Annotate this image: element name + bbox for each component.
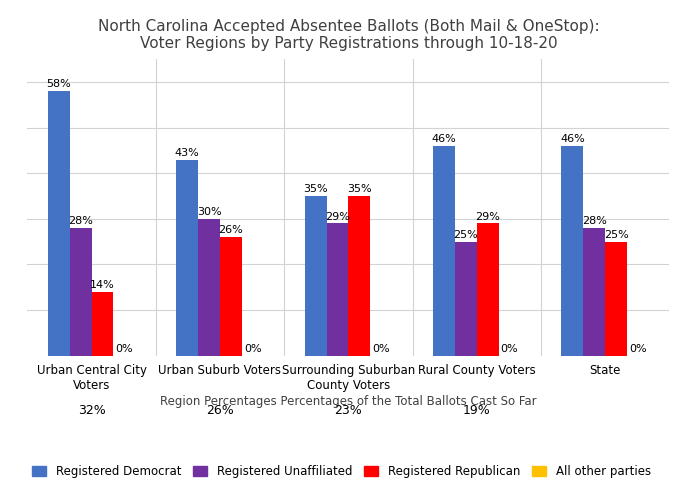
Bar	[605, 242, 627, 356]
Text: 25%: 25%	[604, 230, 628, 240]
Bar	[48, 91, 70, 356]
Bar	[477, 223, 499, 356]
Text: 0%: 0%	[501, 344, 518, 354]
Bar	[326, 223, 348, 356]
Bar	[198, 219, 220, 356]
Text: 26%: 26%	[219, 225, 243, 235]
Text: 46%: 46%	[560, 134, 585, 144]
Bar	[455, 242, 477, 356]
Bar	[70, 228, 92, 356]
Text: 28%: 28%	[582, 216, 607, 226]
Text: 19%: 19%	[463, 404, 490, 416]
Text: 35%: 35%	[347, 184, 372, 194]
Bar	[348, 196, 370, 356]
Text: 25%: 25%	[454, 230, 478, 240]
Text: 29%: 29%	[325, 211, 350, 222]
Text: 26%: 26%	[206, 404, 234, 416]
Bar	[92, 292, 113, 356]
Bar	[433, 146, 455, 356]
Text: 0%: 0%	[115, 344, 133, 354]
Text: 23%: 23%	[335, 404, 362, 416]
Bar	[561, 146, 583, 356]
Bar	[176, 160, 198, 356]
Text: 46%: 46%	[432, 134, 456, 144]
Text: 0%: 0%	[372, 344, 390, 354]
Text: 30%: 30%	[197, 207, 221, 217]
Text: 0%: 0%	[629, 344, 647, 354]
Bar	[220, 237, 242, 356]
Text: 43%: 43%	[175, 148, 199, 158]
Bar	[305, 196, 326, 356]
Text: 28%: 28%	[68, 216, 93, 226]
Text: 58%: 58%	[46, 80, 71, 89]
Text: 32%: 32%	[78, 404, 105, 416]
Title: North Carolina Accepted Absentee Ballots (Both Mail & OneStop):
Voter Regions by: North Carolina Accepted Absentee Ballots…	[98, 19, 599, 51]
Bar	[583, 228, 605, 356]
Text: 0%: 0%	[244, 344, 262, 354]
Text: 35%: 35%	[303, 184, 328, 194]
Text: 29%: 29%	[475, 211, 500, 222]
X-axis label: Region Percentages Percentages of the Total Ballots Cast So Far: Region Percentages Percentages of the To…	[160, 395, 537, 408]
Legend: Registered Democrat, Registered Unaffiliated, Registered Republican, All other p: Registered Democrat, Registered Unaffili…	[27, 461, 656, 483]
Text: 14%: 14%	[90, 280, 115, 290]
